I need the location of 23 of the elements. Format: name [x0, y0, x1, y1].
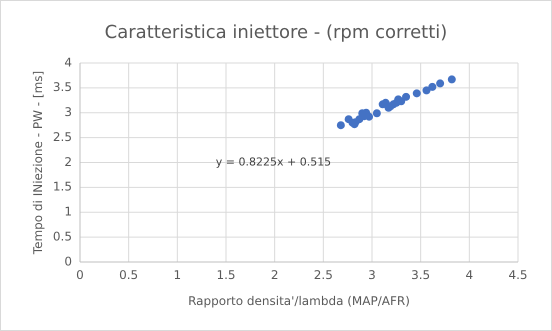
- annotation: y = 0.8225x + 0.515: [216, 156, 332, 169]
- x-tick-label: 1.5: [216, 268, 236, 282]
- y-tick-label: 3.5: [52, 80, 72, 94]
- y-tick-label: 2: [64, 154, 72, 169]
- x-tick-label: 1: [174, 268, 182, 282]
- x-tick-label: 4: [466, 268, 474, 282]
- y-axis-title: Tempo di INiezione - PW - [ms]: [31, 70, 45, 256]
- y-tick-label: 0: [64, 254, 72, 268]
- y-tick-label: 0.5: [52, 229, 72, 244]
- y-tick-label: 4: [64, 55, 72, 70]
- x-tick-label: 0: [76, 268, 84, 282]
- chart-title: Caratteristica iniettore - (rpm corretti): [104, 22, 448, 43]
- y-tick-label: 1.5: [52, 180, 72, 194]
- x-tick-label: 2: [270, 268, 278, 282]
- y-tick-label: 3: [64, 105, 72, 120]
- x-tick-label: 4.5: [508, 268, 528, 282]
- y-tick-label: 2.5: [52, 130, 72, 144]
- x-tick-label: 3: [368, 268, 376, 282]
- x-tick-label: 3.5: [411, 268, 430, 282]
- x-tick-label: 0.5: [119, 268, 138, 282]
- y-tick-label: 1: [64, 204, 72, 219]
- x-axis-title: Rapporto densita'/lambda (MAP/AFR): [188, 294, 410, 308]
- x-tick-label: 2.5: [314, 268, 333, 282]
